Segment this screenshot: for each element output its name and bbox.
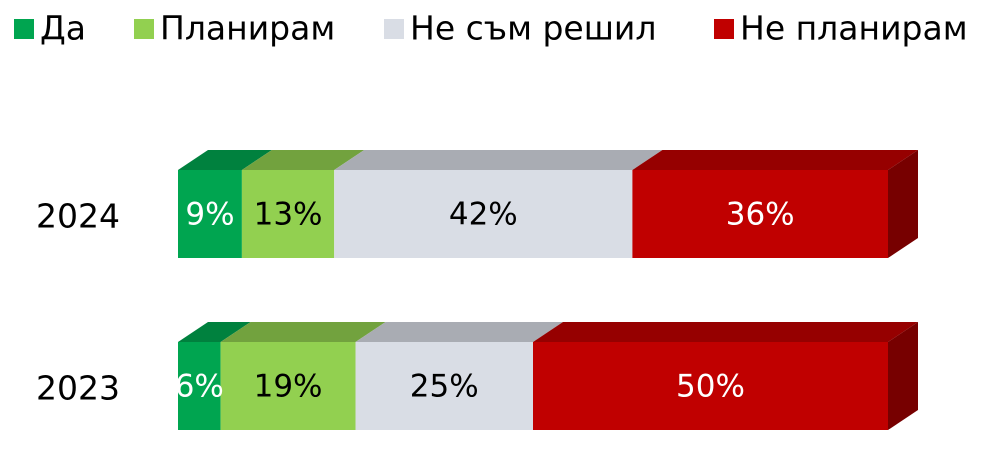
value-label: 25% bbox=[410, 369, 479, 405]
value-label: 19% bbox=[254, 369, 323, 405]
bar-top bbox=[533, 322, 918, 342]
value-label: 6% bbox=[175, 369, 224, 405]
bar-side bbox=[888, 322, 918, 430]
category-label: 2023 bbox=[36, 369, 120, 408]
bar-side bbox=[888, 150, 918, 258]
legend-label: Планирам bbox=[160, 9, 335, 48]
bar bbox=[241, 170, 335, 258]
bar-top bbox=[241, 150, 365, 170]
bar-top bbox=[178, 150, 272, 170]
bar bbox=[220, 342, 356, 430]
bar bbox=[533, 342, 888, 430]
value-label: 36% bbox=[726, 197, 795, 233]
bar-top bbox=[220, 322, 386, 342]
bar bbox=[178, 342, 221, 430]
bar-top bbox=[334, 150, 663, 170]
bar-top bbox=[632, 150, 918, 170]
bar bbox=[178, 170, 242, 258]
value-label: 50% bbox=[676, 369, 745, 405]
category-label: 2024 bbox=[36, 197, 120, 236]
legend-swatch bbox=[134, 19, 154, 39]
legend-label: Не планирам bbox=[740, 9, 968, 48]
legend-label: Да bbox=[40, 9, 86, 48]
legend-swatch bbox=[14, 19, 34, 39]
bar-top bbox=[355, 322, 563, 342]
bar bbox=[355, 342, 533, 430]
legend-label: Не съм решил bbox=[410, 9, 656, 48]
legend-swatch bbox=[384, 19, 404, 39]
value-label: 42% bbox=[449, 197, 518, 233]
value-label: 13% bbox=[254, 197, 323, 233]
bar-top bbox=[178, 322, 251, 342]
bar bbox=[334, 170, 633, 258]
legend-swatch bbox=[714, 19, 734, 39]
bar bbox=[632, 170, 888, 258]
value-label: 9% bbox=[185, 197, 234, 233]
